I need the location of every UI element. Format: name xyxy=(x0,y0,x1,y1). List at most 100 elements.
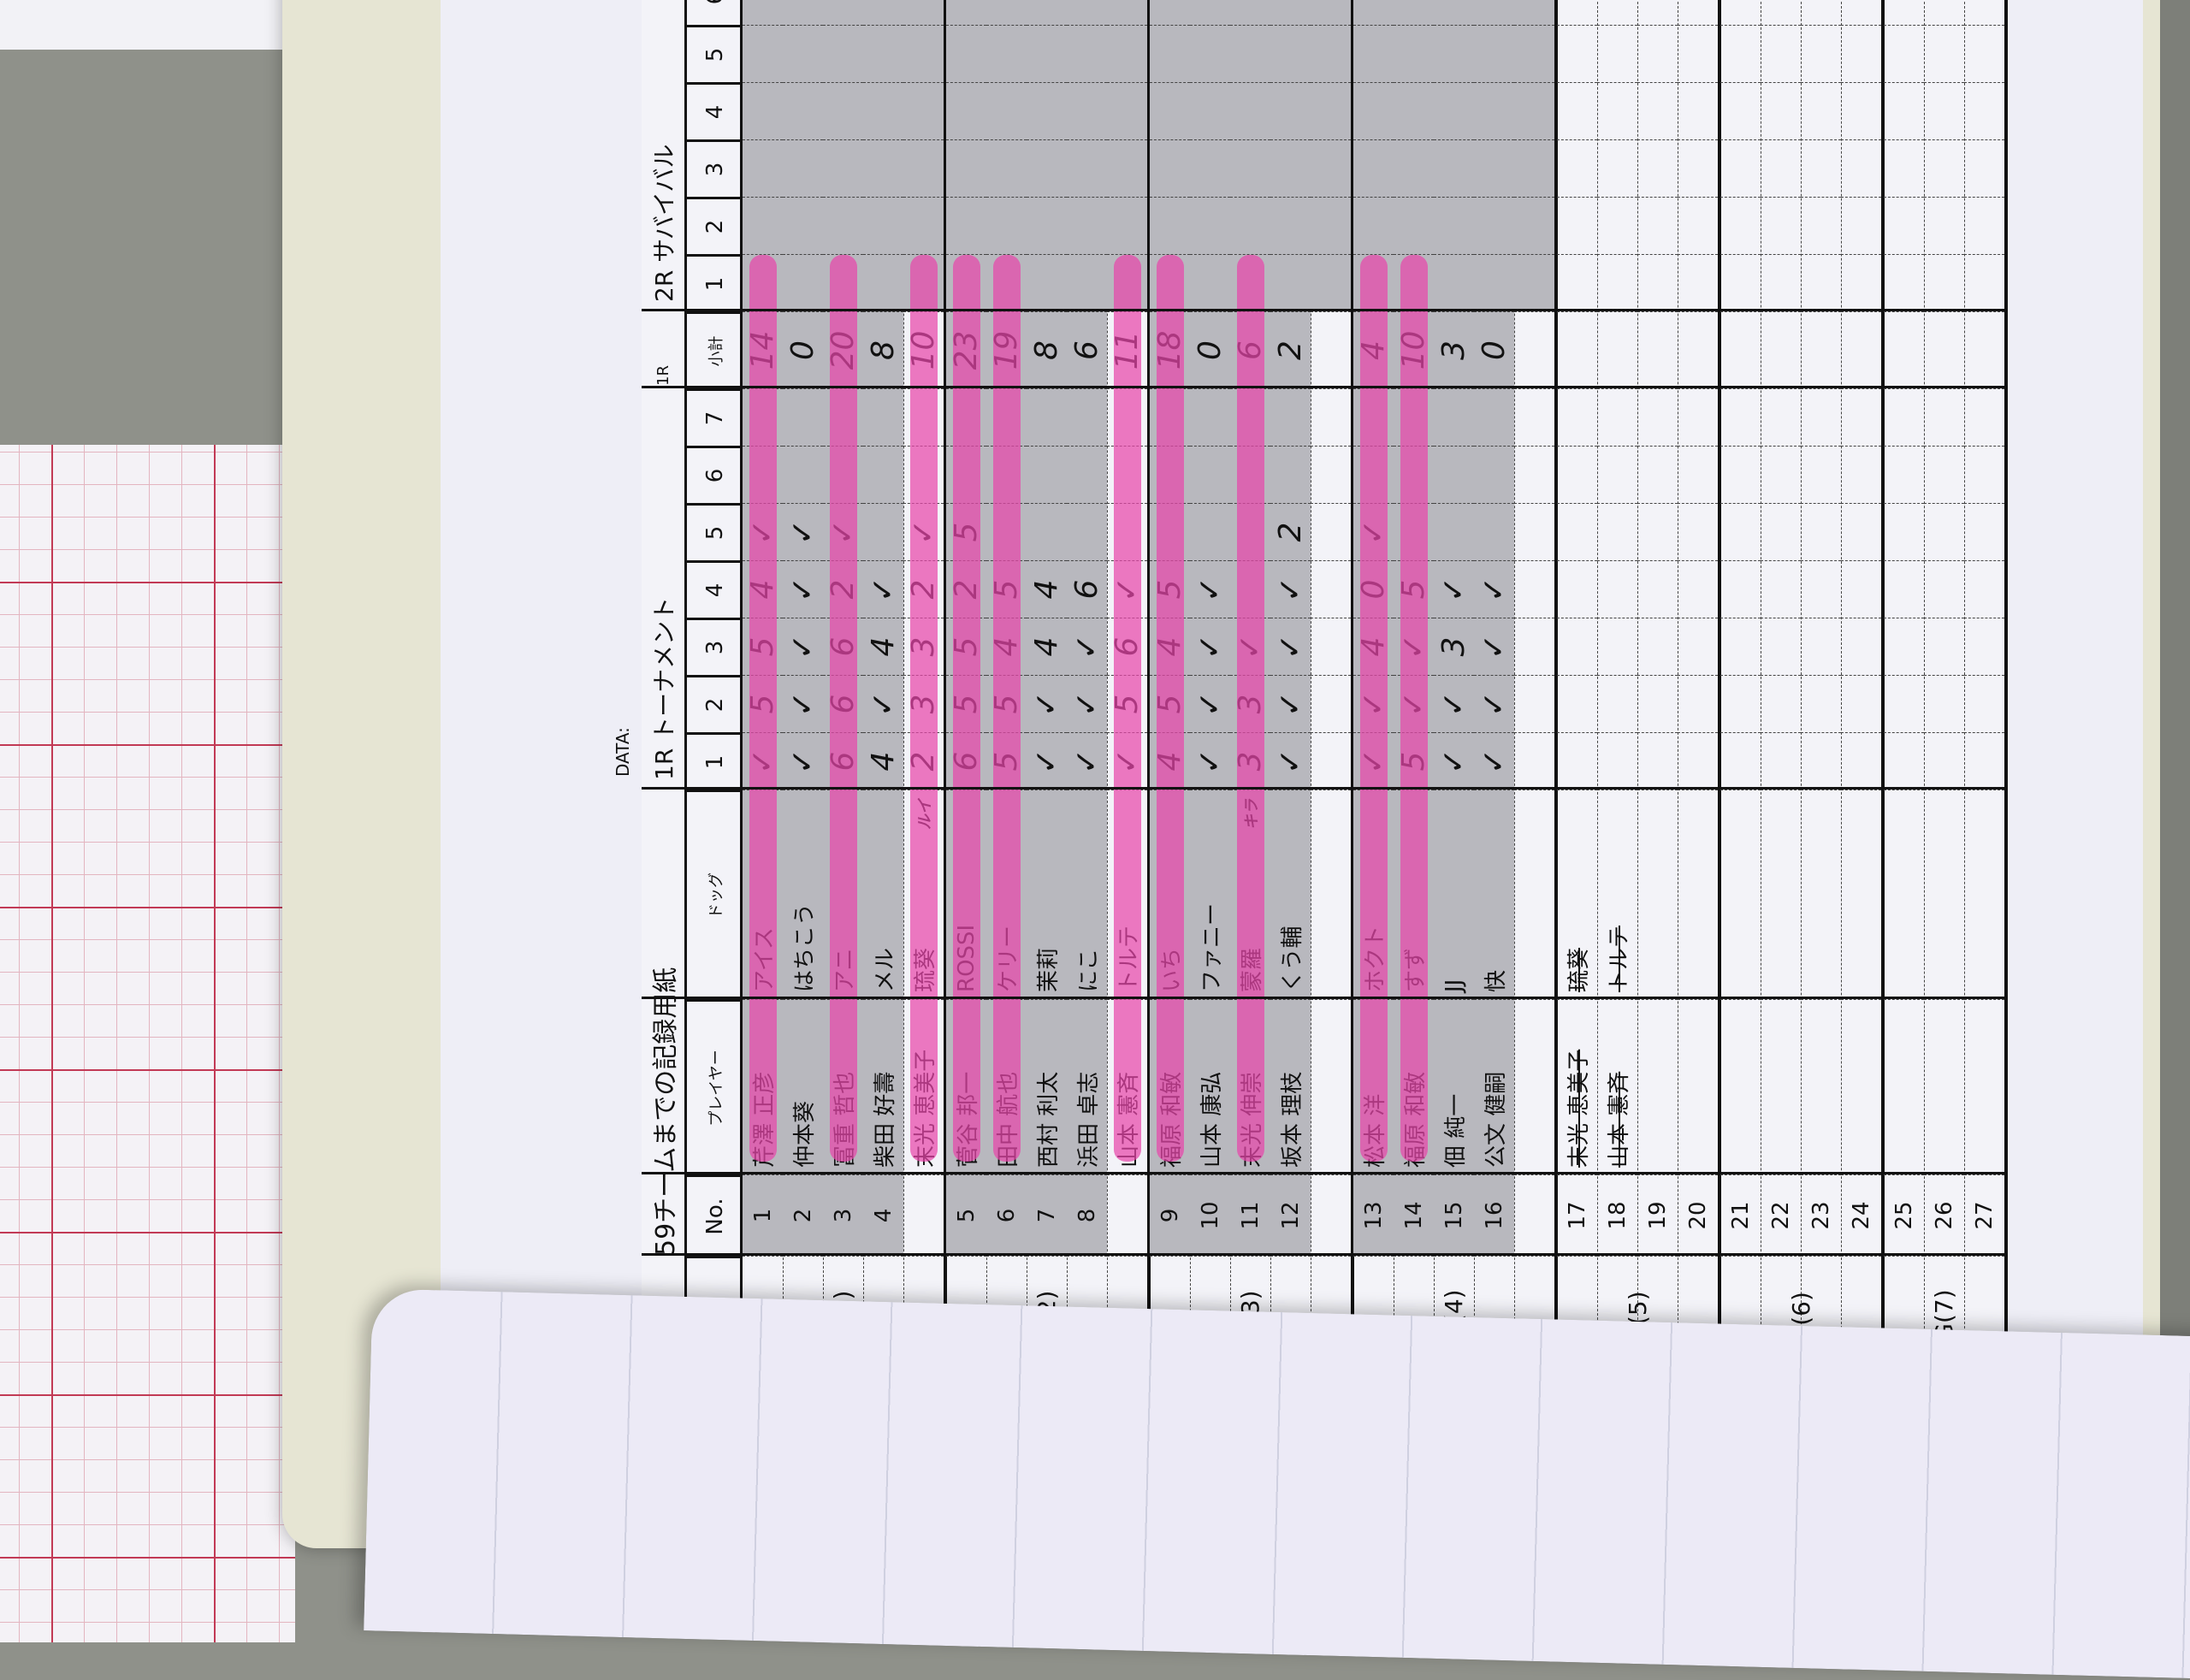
round2-score[interactable] xyxy=(1474,0,1514,25)
round2-score[interactable] xyxy=(1884,0,1924,25)
round1-score[interactable] xyxy=(1761,675,1801,732)
round2-score[interactable] xyxy=(1678,0,1718,25)
dog-name[interactable]: メル xyxy=(863,790,903,999)
round1-score[interactable] xyxy=(1597,388,1637,446)
round2-score[interactable] xyxy=(1311,82,1351,139)
round2-score[interactable] xyxy=(1720,0,1761,25)
round2-score[interactable] xyxy=(1964,0,2004,25)
round1-score[interactable] xyxy=(1964,618,2004,675)
player-name[interactable] xyxy=(1924,999,1964,1174)
round1-score[interactable] xyxy=(1884,560,1924,618)
round1-score[interactable] xyxy=(1190,388,1230,446)
round2-score[interactable] xyxy=(1924,197,1964,254)
round1-score[interactable] xyxy=(1067,446,1107,503)
round1-score[interactable] xyxy=(1311,503,1351,560)
round2-score[interactable] xyxy=(986,0,1027,25)
round2-score[interactable] xyxy=(1884,82,1924,139)
round2-score[interactable] xyxy=(743,25,783,82)
round2-score[interactable] xyxy=(1841,139,1881,197)
round1-score[interactable] xyxy=(1678,675,1718,732)
round2-score[interactable] xyxy=(1557,197,1597,254)
round1-score[interactable] xyxy=(1924,503,1964,560)
round2-score[interactable] xyxy=(1678,82,1718,139)
round2-score[interactable] xyxy=(1311,197,1351,254)
dog-name[interactable] xyxy=(1801,790,1841,999)
round2-score[interactable] xyxy=(1474,254,1514,311)
round2-score[interactable] xyxy=(1150,139,1190,197)
dog-name[interactable] xyxy=(1637,790,1678,999)
round2-score[interactable] xyxy=(1353,197,1394,254)
round2-score[interactable] xyxy=(1801,254,1841,311)
round1-subtotal[interactable]: 6 xyxy=(1067,311,1107,388)
player-name[interactable] xyxy=(1761,999,1801,1174)
round2-score[interactable] xyxy=(1841,25,1881,82)
round2-score[interactable] xyxy=(1884,25,1924,82)
player-name[interactable] xyxy=(1801,999,1841,1174)
round2-score[interactable] xyxy=(1067,254,1107,311)
round1-score[interactable] xyxy=(1924,388,1964,446)
round1-score[interactable] xyxy=(1964,732,2004,790)
dog-name[interactable] xyxy=(1761,790,1801,999)
round1-score[interactable] xyxy=(1597,446,1637,503)
round2-score[interactable] xyxy=(1801,82,1841,139)
round2-score[interactable] xyxy=(743,197,783,254)
round2-score[interactable] xyxy=(1720,25,1761,82)
round1-score[interactable]: 4 xyxy=(863,618,903,675)
round1-score[interactable]: ✓ xyxy=(1190,732,1230,790)
round1-score[interactable] xyxy=(1924,560,1964,618)
round2-score[interactable] xyxy=(1434,139,1474,197)
round2-score[interactable] xyxy=(1067,197,1107,254)
round2-score[interactable] xyxy=(946,0,986,25)
round1-score[interactable]: 4 xyxy=(1027,560,1067,618)
round2-score[interactable] xyxy=(1557,82,1597,139)
round1-score[interactable]: ✓ xyxy=(1027,675,1067,732)
round2-score[interactable] xyxy=(1761,197,1801,254)
round2-score[interactable] xyxy=(823,197,863,254)
round1-score[interactable] xyxy=(1311,560,1351,618)
round1-subtotal[interactable]: 0 xyxy=(783,311,823,388)
round2-score[interactable] xyxy=(1761,25,1801,82)
round1-subtotal[interactable] xyxy=(1761,311,1801,388)
round1-score[interactable] xyxy=(1557,675,1597,732)
round1-score[interactable]: 3 xyxy=(1434,618,1474,675)
round1-score[interactable] xyxy=(1801,732,1841,790)
round2-score[interactable] xyxy=(1678,197,1718,254)
round2-score[interactable] xyxy=(783,0,823,25)
round1-score[interactable] xyxy=(1557,446,1597,503)
round1-score[interactable] xyxy=(1678,732,1718,790)
round1-score[interactable] xyxy=(1474,503,1514,560)
round2-score[interactable] xyxy=(1230,197,1270,254)
round1-score[interactable] xyxy=(1514,560,1554,618)
round2-score[interactable] xyxy=(1924,139,1964,197)
round1-score[interactable] xyxy=(1841,560,1881,618)
round2-score[interactable] xyxy=(1474,197,1514,254)
round1-score[interactable] xyxy=(1924,618,1964,675)
round2-score[interactable] xyxy=(1597,139,1637,197)
round1-score[interactable] xyxy=(1720,618,1761,675)
round2-score[interactable] xyxy=(1841,197,1881,254)
round2-score[interactable] xyxy=(1964,25,2004,82)
dog-name[interactable] xyxy=(1720,790,1761,999)
player-name[interactable]: 山本 憲斉 xyxy=(1597,999,1637,1174)
round2-score[interactable] xyxy=(1924,254,1964,311)
round1-score[interactable] xyxy=(1841,503,1881,560)
round2-score[interactable] xyxy=(903,197,944,254)
round2-score[interactable] xyxy=(1964,254,2004,311)
round1-score[interactable] xyxy=(1597,732,1637,790)
round1-score[interactable] xyxy=(1474,388,1514,446)
round2-score[interactable] xyxy=(1597,0,1637,25)
round2-score[interactable] xyxy=(1353,0,1394,25)
round2-score[interactable] xyxy=(946,139,986,197)
round2-score[interactable] xyxy=(1597,197,1637,254)
round1-score[interactable] xyxy=(1027,446,1067,503)
round2-score[interactable] xyxy=(1190,139,1230,197)
round1-score[interactable]: ✓ xyxy=(1474,618,1514,675)
round1-score[interactable] xyxy=(1637,446,1678,503)
player-name[interactable] xyxy=(1311,999,1351,1174)
round1-score[interactable] xyxy=(1597,618,1637,675)
round2-score[interactable] xyxy=(946,25,986,82)
round1-score[interactable]: ✓ xyxy=(1270,618,1311,675)
round1-score[interactable] xyxy=(1678,446,1718,503)
round1-score[interactable] xyxy=(1884,732,1924,790)
round2-score[interactable] xyxy=(1720,82,1761,139)
